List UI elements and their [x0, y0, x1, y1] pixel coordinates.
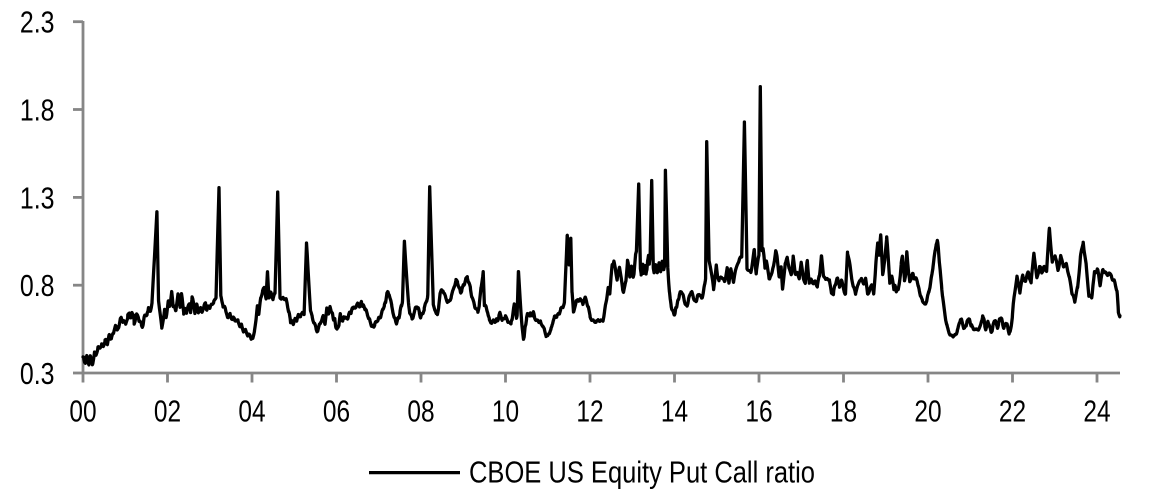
svg-text:04: 04 [238, 394, 265, 428]
svg-text:02: 02 [154, 394, 181, 428]
svg-text:18: 18 [830, 394, 857, 428]
svg-text:CBOE US Equity Put Call ratio: CBOE US Equity Put Call ratio [469, 456, 815, 490]
svg-text:14: 14 [661, 394, 688, 428]
svg-text:20: 20 [914, 394, 941, 428]
svg-text:06: 06 [323, 394, 350, 428]
svg-text:24: 24 [1083, 394, 1110, 428]
svg-text:22: 22 [999, 394, 1026, 428]
svg-text:10: 10 [492, 394, 519, 428]
svg-text:1.8: 1.8 [20, 93, 55, 127]
svg-text:00: 00 [69, 394, 96, 428]
svg-text:1.3: 1.3 [20, 181, 55, 215]
svg-text:0.3: 0.3 [20, 357, 55, 391]
svg-text:08: 08 [407, 394, 434, 428]
svg-text:0.8: 0.8 [20, 269, 55, 303]
svg-text:16: 16 [745, 394, 772, 428]
svg-text:2.3: 2.3 [20, 6, 55, 40]
svg-text:12: 12 [576, 394, 603, 428]
